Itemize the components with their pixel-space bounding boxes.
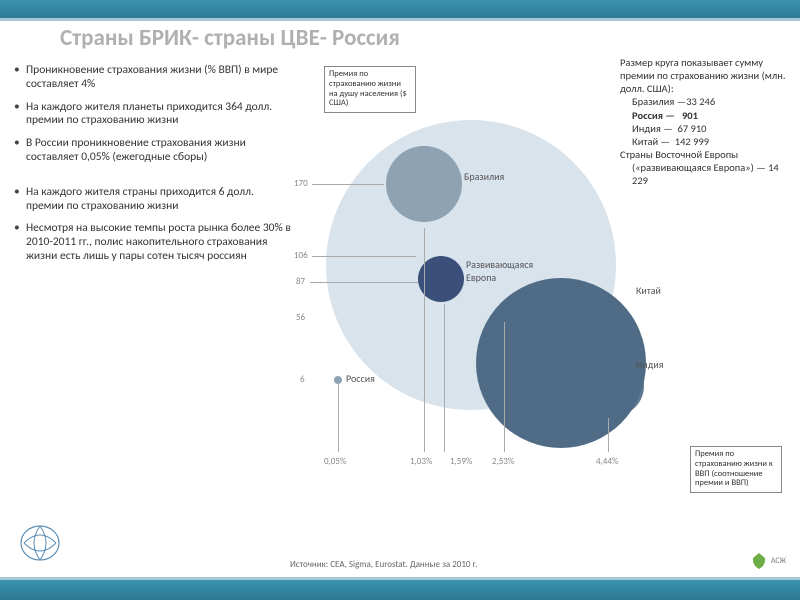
- list-item: Несмотря на высокие темпы роста рынка бо…: [12, 222, 292, 263]
- x-tick: 1,59%: [450, 456, 472, 467]
- box-top: Премия по страхованию жизни на душу насе…: [324, 66, 416, 113]
- y-tick: 56: [296, 312, 305, 323]
- leader-line: [312, 256, 416, 257]
- list-item: На каждого жителя страны приходится 6 до…: [12, 186, 292, 214]
- logo-right-text: АСЖ: [771, 557, 786, 565]
- bubble-label-russia: Россия: [346, 372, 375, 385]
- bubble-label-china: Китай: [636, 284, 661, 297]
- y-tick: 6: [300, 374, 305, 385]
- x-tick: 0,05%: [324, 456, 346, 467]
- page-title: Страны БРИК- страны ЦВЕ- Россия: [60, 24, 760, 52]
- top-stripe: [0, 0, 800, 18]
- bubble-brazil: [386, 146, 462, 222]
- logo-left: [18, 523, 62, 568]
- bubble-india: [584, 356, 644, 416]
- leader-line: [312, 184, 384, 185]
- bubble-chart: Бразилия Развивающаяся Европа Китай Инди…: [296, 60, 626, 520]
- leader-line: [424, 228, 425, 452]
- bubble-label-brazil: Бразилия: [464, 170, 504, 183]
- bullet-list: Проникновение страхования жизни (% ВВП) …: [12, 64, 292, 273]
- x-tick: 4,44%: [596, 456, 618, 467]
- bubble-label-europe: Развивающаяся Европа: [466, 258, 544, 284]
- y-tick: 106: [294, 250, 308, 261]
- x-tick: 2,53%: [492, 456, 514, 467]
- box-bottom: Премия по страхованию жизни к ВВП (соотн…: [690, 446, 782, 493]
- leader-line: [444, 304, 445, 452]
- leader-line: [310, 282, 418, 283]
- y-tick: 87: [296, 276, 305, 287]
- bottom-stripe: [0, 580, 800, 600]
- list-item: В России проникновение страхования жизни…: [12, 137, 292, 165]
- right-intro: Размер круга показывает сумму премии по …: [620, 56, 788, 95]
- source-text: Источник: CEA, Sigma, Eurostat. Данные з…: [290, 559, 477, 570]
- leader-line: [504, 322, 505, 452]
- slide: Страны БРИК- страны ЦВЕ- Россия Проникно…: [0, 0, 800, 600]
- y-tick: 170: [294, 178, 308, 189]
- list-item: Проникновение страхования жизни (% ВВП) …: [12, 64, 292, 92]
- logo-right: АСЖ: [750, 552, 786, 570]
- bubble-label-india: Индия: [636, 358, 664, 371]
- leader-line: [338, 382, 339, 452]
- leader-line: [608, 418, 609, 452]
- list-item: На каждого жителя планеты приходится 364…: [12, 101, 292, 129]
- right-legend: Размер круга показывает сумму премии по …: [620, 56, 788, 187]
- x-tick: 1,03%: [410, 456, 432, 467]
